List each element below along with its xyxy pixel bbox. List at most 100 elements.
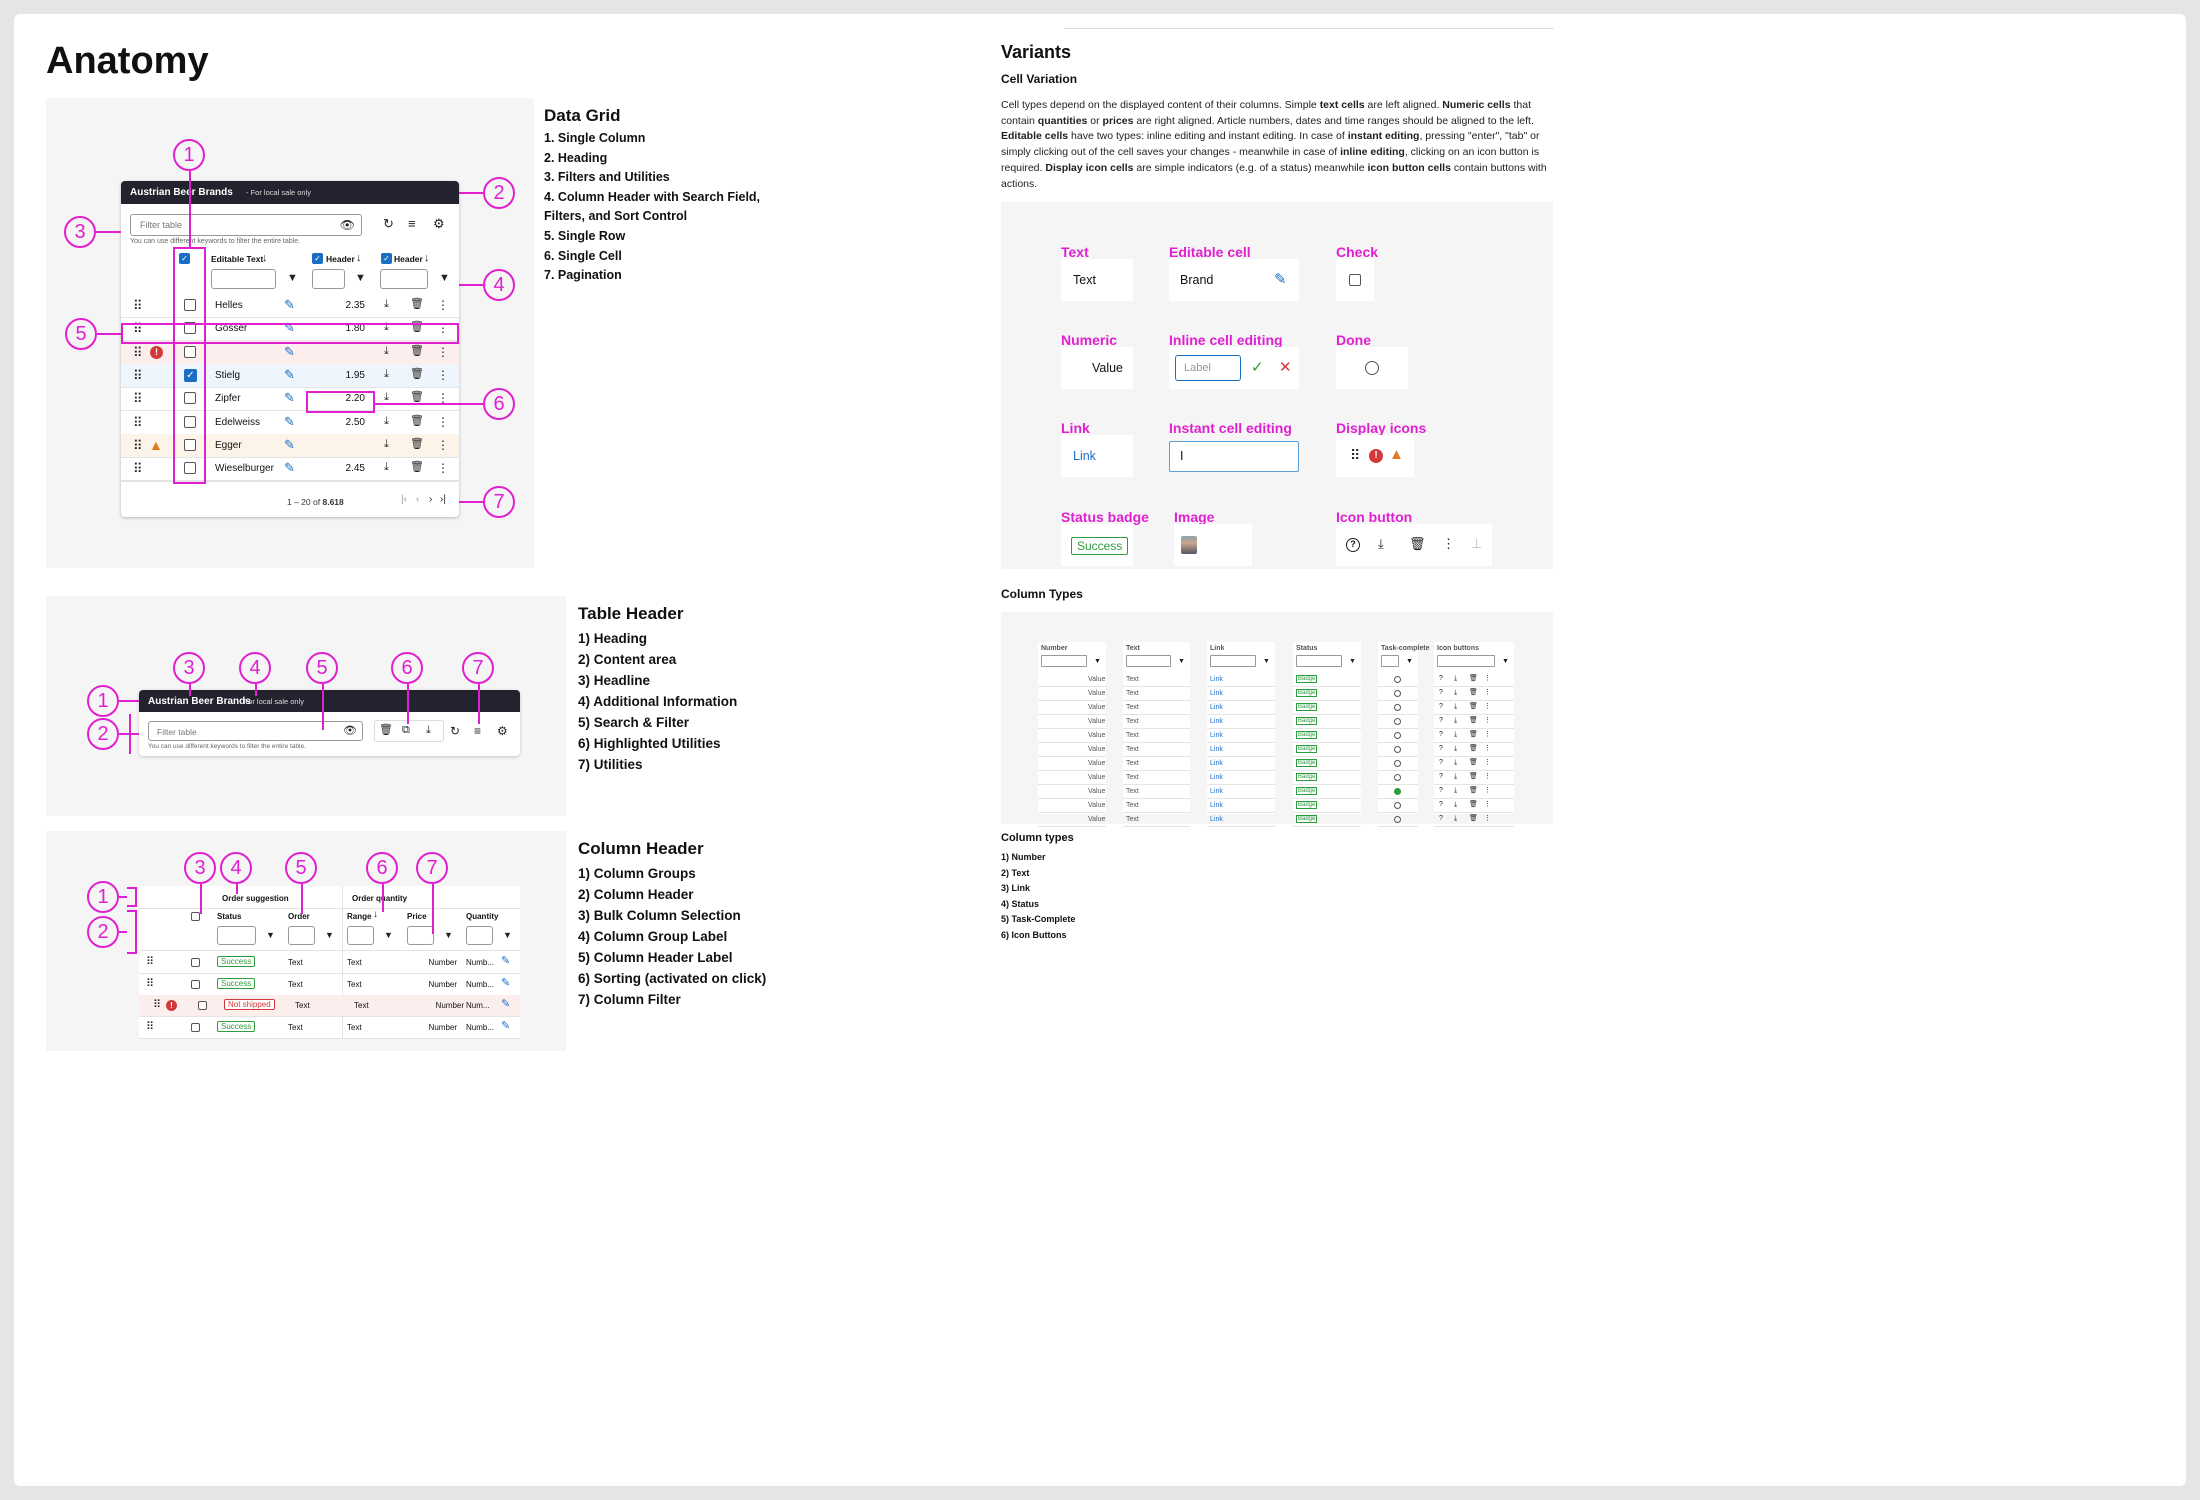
copy-icon[interactable]: ⧉ [402, 724, 410, 736]
trash-icon[interactable]: 🗑 [379, 724, 393, 736]
more-vertical-icon[interactable]: ⋮ [437, 414, 449, 429]
drag-handle-icon[interactable]: ⠿ [133, 437, 143, 453]
trash-icon[interactable]: 🗑 [1469, 787, 1478, 794]
funnel-icon[interactable]: ▼ [1263, 658, 1270, 665]
download-icon[interactable]: ⤓ [1454, 801, 1458, 808]
row-checkbox[interactable]: ✓ [184, 368, 197, 382]
pencil-icon[interactable]: ✎ [284, 460, 295, 476]
drag-handle-icon[interactable]: ⠿ [146, 977, 155, 990]
help-icon[interactable]: ? [1346, 538, 1360, 552]
download-icon[interactable]: ⤓ [1454, 703, 1458, 710]
col-filter-input[interactable] [288, 926, 315, 945]
more-vertical-icon[interactable]: ⋮ [1484, 759, 1491, 766]
more-vertical-icon[interactable]: ⋮ [1484, 703, 1491, 710]
drag-handle-icon[interactable]: ⠿ [146, 1020, 155, 1033]
download-icon[interactable]: ⤓ [384, 298, 389, 310]
download-icon[interactable]: ⤓ [1454, 787, 1458, 794]
download-icon[interactable]: ⤓ [384, 367, 389, 380]
more-vertical-icon[interactable]: ⋮ [1484, 815, 1491, 822]
more-vertical-icon[interactable]: ⋮ [1484, 675, 1491, 682]
drag-handle-icon[interactable]: ⠿ [153, 999, 162, 1011]
pencil-icon[interactable]: ✎ [501, 998, 511, 1010]
help-icon[interactable]: ? [1439, 787, 1443, 794]
column-filter-input[interactable] [1210, 655, 1256, 667]
funnel-icon[interactable]: ▼ [287, 272, 298, 284]
refresh-icon[interactable]: ↻ [383, 216, 394, 231]
link-value[interactable]: Link [1210, 816, 1223, 823]
trash-icon[interactable]: 🗑 [410, 321, 424, 334]
help-icon[interactable]: ? [1439, 731, 1443, 738]
trash-icon[interactable]: 🗑 [1469, 717, 1478, 724]
link-value[interactable]: Link [1210, 746, 1223, 753]
more-vertical-icon[interactable]: ⋮ [1442, 536, 1455, 551]
link-value[interactable]: Link [1210, 690, 1223, 697]
link-cell-value[interactable]: Link [1073, 449, 1096, 463]
th-filter-input[interactable]: Filter table 👁 [148, 721, 363, 741]
trash-icon[interactable]: 🗑 [410, 461, 424, 474]
sort-arrow-icon[interactable]: ↓ [373, 909, 378, 920]
filter-icon[interactable]: ≡ [474, 724, 482, 738]
link-value[interactable]: Link [1210, 802, 1223, 809]
eye-icon[interactable]: 👁 [343, 725, 357, 737]
funnel-icon[interactable]: ▼ [1406, 658, 1413, 665]
drag-handle-icon[interactable]: ⠿ [133, 321, 143, 337]
col-filter-input[interactable] [466, 926, 493, 945]
editable-cell[interactable]: Brand ✎ [1169, 259, 1299, 301]
filter-icon[interactable]: ≡ [408, 216, 416, 231]
done-circle-icon[interactable] [1394, 788, 1401, 795]
row-checkbox[interactable] [184, 438, 196, 451]
confirm-check-icon[interactable]: ✓ [1251, 359, 1264, 376]
col-filter-input[interactable] [407, 926, 434, 945]
column-filter-input[interactable] [1296, 655, 1342, 667]
more-vertical-icon[interactable]: ⋮ [437, 461, 449, 476]
more-vertical-icon[interactable]: ⋮ [1484, 731, 1491, 738]
circle-icon[interactable] [1394, 718, 1401, 725]
pencil-icon[interactable]: ✎ [284, 436, 295, 452]
circle-icon[interactable] [1394, 732, 1401, 739]
col-search-input[interactable] [312, 269, 345, 289]
help-icon[interactable]: ? [1439, 801, 1443, 808]
link-value[interactable]: Link [1210, 774, 1223, 781]
circle-icon[interactable] [1394, 760, 1401, 767]
row-checkbox[interactable] [184, 299, 196, 311]
pencil-icon[interactable]: ✎ [1274, 271, 1287, 288]
download-icon[interactable]: ⤓ [1454, 689, 1458, 696]
col-header-1[interactable]: Header [326, 254, 355, 264]
more-vertical-icon[interactable]: ⋮ [1484, 745, 1491, 752]
download-icon[interactable]: ⤓ [1454, 717, 1458, 724]
col-checkbox-2[interactable]: ✓ [381, 253, 392, 264]
link-value[interactable]: Link [1210, 788, 1223, 795]
sort-arrow-icon[interactable]: ↓ [356, 252, 362, 264]
link-value[interactable]: Link [1210, 704, 1223, 711]
instant-editing-input[interactable]: I [1169, 441, 1299, 472]
more-vertical-icon[interactable]: ⋮ [1484, 689, 1491, 696]
funnel-icon[interactable]: ▼ [1502, 658, 1509, 665]
link-value[interactable]: Link [1210, 732, 1223, 739]
circle-icon[interactable] [1394, 746, 1401, 753]
more-vertical-icon[interactable]: ⋮ [437, 321, 449, 336]
column-filter-input[interactable] [1381, 655, 1399, 667]
trash-icon[interactable]: 🗑 [1469, 689, 1478, 696]
col-header-2[interactable]: Header [394, 254, 423, 264]
more-vertical-icon[interactable]: ⋮ [437, 344, 449, 359]
row-checkbox[interactable] [184, 415, 196, 428]
help-icon[interactable]: ? [1439, 689, 1443, 696]
circle-icon[interactable] [1394, 690, 1401, 697]
more-vertical-icon[interactable]: ⋮ [1484, 773, 1491, 780]
trash-icon[interactable]: 🗑 [1469, 759, 1478, 766]
col-editable-text[interactable]: Editable Text [211, 254, 264, 264]
row-checkbox[interactable] [184, 345, 196, 358]
more-vertical-icon[interactable]: ⋮ [1484, 717, 1491, 724]
cancel-x-icon[interactable]: ✕ [1279, 359, 1292, 376]
trash-icon[interactable]: 🗑 [1469, 801, 1478, 808]
col-label-status[interactable]: Status [217, 912, 242, 921]
trash-icon[interactable]: 🗑 [1469, 815, 1478, 822]
link-value[interactable]: Link [1210, 718, 1223, 725]
circle-icon[interactable] [1365, 361, 1379, 375]
drag-handle-icon[interactable]: ⠿ [133, 344, 143, 360]
trash-icon[interactable]: 🗑 [1469, 773, 1478, 780]
bulk-select-checkbox[interactable]: ✓ [179, 253, 190, 264]
row-checkbox[interactable] [191, 958, 200, 967]
filter-input[interactable]: Filter table 👁 [130, 214, 362, 236]
download-icon[interactable]: ⤓ [384, 414, 389, 427]
